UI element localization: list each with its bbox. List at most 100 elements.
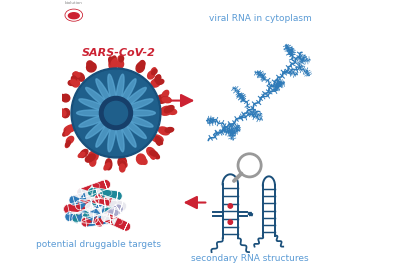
Circle shape [73,70,159,156]
Ellipse shape [152,69,157,74]
Text: biolution: biolution [65,1,83,5]
Ellipse shape [120,160,127,167]
Ellipse shape [76,110,109,116]
Polygon shape [101,213,131,231]
Ellipse shape [78,152,85,157]
Ellipse shape [65,141,70,148]
Ellipse shape [73,73,79,78]
Text: secondary RNA structures: secondary RNA structures [191,254,308,263]
Ellipse shape [68,80,74,85]
Ellipse shape [155,75,160,82]
Ellipse shape [60,95,66,100]
Ellipse shape [77,73,84,81]
Polygon shape [72,204,105,223]
Ellipse shape [136,154,146,164]
Ellipse shape [122,115,153,127]
Text: potential druggable targets: potential druggable targets [36,240,160,249]
Polygon shape [88,187,122,201]
Ellipse shape [165,128,174,133]
Ellipse shape [87,61,93,68]
Ellipse shape [122,99,153,111]
Ellipse shape [147,148,156,157]
Polygon shape [77,184,96,198]
Ellipse shape [86,87,111,109]
Ellipse shape [155,136,161,145]
Ellipse shape [85,155,93,162]
Ellipse shape [111,56,116,65]
Polygon shape [81,216,99,227]
Ellipse shape [63,129,70,136]
Ellipse shape [165,106,174,112]
Ellipse shape [139,61,144,68]
Ellipse shape [108,120,116,152]
Ellipse shape [120,164,125,172]
Ellipse shape [156,95,168,103]
Circle shape [104,101,128,124]
Ellipse shape [80,150,88,157]
Ellipse shape [120,161,126,168]
Polygon shape [69,189,102,205]
Polygon shape [75,199,93,210]
Ellipse shape [62,94,70,102]
Ellipse shape [104,163,110,170]
Ellipse shape [79,99,110,111]
FancyArrowPatch shape [171,95,192,106]
Polygon shape [81,214,115,227]
Polygon shape [95,211,112,227]
Ellipse shape [60,110,66,116]
Ellipse shape [66,141,70,147]
Circle shape [228,220,232,224]
Ellipse shape [151,79,160,87]
Ellipse shape [167,109,177,114]
Polygon shape [85,203,103,215]
Ellipse shape [64,125,76,132]
Ellipse shape [162,90,169,98]
Ellipse shape [66,10,82,20]
Ellipse shape [164,106,173,113]
Circle shape [100,97,132,129]
FancyArrowPatch shape [186,197,206,208]
Ellipse shape [86,62,96,72]
Ellipse shape [66,136,74,144]
Ellipse shape [160,106,172,115]
Ellipse shape [72,79,80,87]
Polygon shape [88,187,106,199]
Ellipse shape [106,159,112,170]
Ellipse shape [58,109,64,115]
Ellipse shape [108,74,116,106]
Ellipse shape [88,151,98,162]
Ellipse shape [152,153,160,159]
Ellipse shape [118,56,122,62]
Ellipse shape [116,120,124,152]
Ellipse shape [150,151,155,159]
Ellipse shape [116,74,124,106]
Ellipse shape [65,9,82,21]
Ellipse shape [119,56,124,62]
Ellipse shape [140,158,147,164]
Ellipse shape [109,59,116,71]
Ellipse shape [156,137,162,145]
Circle shape [228,204,232,208]
Ellipse shape [136,62,144,72]
Ellipse shape [162,97,171,103]
Ellipse shape [79,115,110,127]
Ellipse shape [117,60,124,68]
Ellipse shape [119,79,136,107]
Ellipse shape [65,127,72,135]
Ellipse shape [151,135,163,143]
Ellipse shape [150,151,158,156]
Polygon shape [64,199,97,214]
Ellipse shape [111,59,117,67]
Polygon shape [69,192,87,205]
Ellipse shape [96,119,113,147]
Polygon shape [75,198,110,210]
Ellipse shape [158,127,170,135]
Polygon shape [77,180,110,198]
Ellipse shape [121,87,146,109]
Ellipse shape [88,154,95,161]
Polygon shape [72,209,90,223]
Text: SARS-CoV-2: SARS-CoV-2 [82,48,156,58]
Ellipse shape [121,117,146,139]
Ellipse shape [72,76,76,82]
Polygon shape [95,204,123,227]
